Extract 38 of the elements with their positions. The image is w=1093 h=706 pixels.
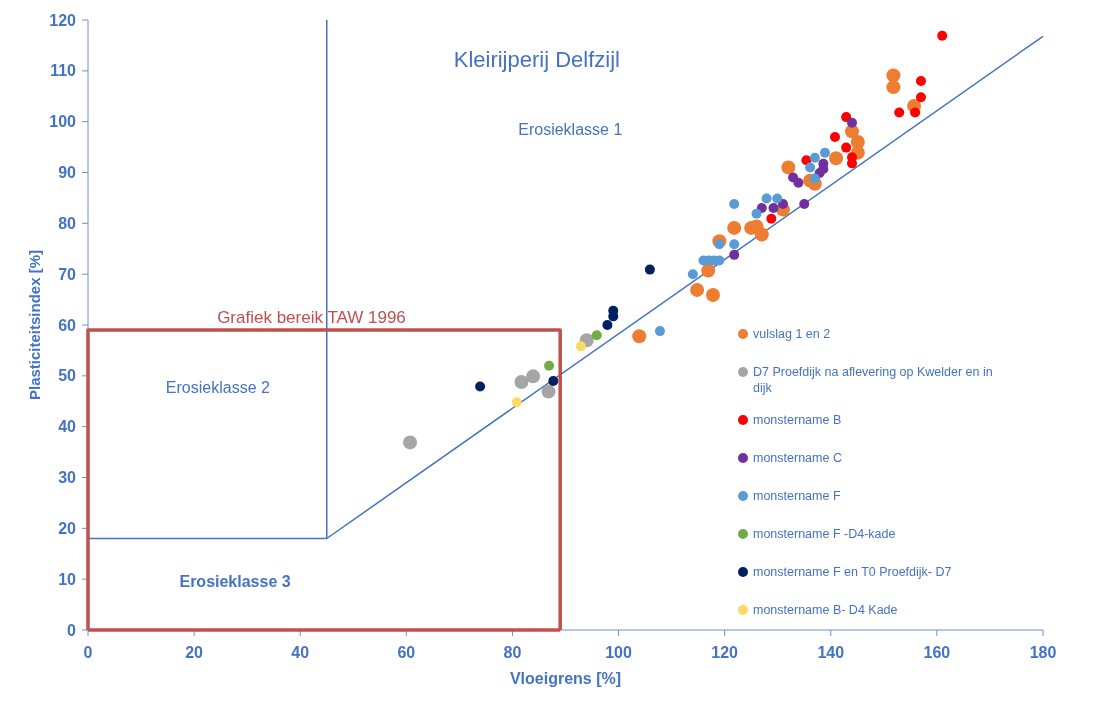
x-tick-label: 20 [185, 644, 204, 661]
y-tick-label: 10 [58, 570, 77, 588]
y-axis-title: Plasticiteitsindex [%] [26, 249, 43, 401]
x-tick-label: 140 [817, 644, 845, 661]
legend-label: monstername F -D4-kade [753, 527, 896, 542]
legend-label: D7 Proefdijk na aflevering op Kwelder en in dijk [753, 365, 993, 395]
legend-label: monstername B [753, 413, 842, 428]
annotation: Erosieklasse 1 [518, 121, 623, 139]
legend-label: vulslag 1 en 2 [753, 327, 831, 342]
x-tick-label: 120 [711, 644, 739, 661]
y-tick-label: 80 [58, 214, 77, 232]
annotation: Erosieklasse 2 [165, 379, 271, 397]
text: Kleirijperij Delfzijl [453, 47, 620, 72]
y-tick-label: 60 [58, 316, 77, 334]
y-tick-label: 0 [67, 621, 77, 639]
legend-label: monstername F [753, 489, 841, 504]
annotation: Grafiek bereik TAW 1996 [217, 307, 406, 327]
legend-label: monstername B- D4 Kade [753, 603, 898, 618]
x-tick-label: 80 [503, 644, 522, 661]
y-tick-label: 30 [58, 469, 77, 487]
y-tick-label: 110 [50, 62, 77, 80]
x-tick-label: 0 [83, 644, 93, 661]
y-tick-label: 120 [49, 11, 77, 29]
x-tick-label: 40 [291, 644, 310, 661]
legend-label: monstername F en T0 Proefdijk- D7 [753, 565, 952, 580]
x-axis-title: Vloeigrens [%] [509, 670, 622, 687]
legend-label: monstername C [753, 451, 842, 466]
y-tick-label: 100 [49, 113, 77, 131]
y-tick-label: 50 [58, 367, 77, 385]
y-tick-label: 70 [58, 265, 77, 283]
annotation: Erosieklasse 3 [179, 572, 291, 590]
y-tick-label: 20 [58, 519, 77, 537]
x-tick-label: 100 [605, 644, 632, 661]
x-tick-label: 60 [397, 644, 416, 661]
y-tick-label: 40 [58, 418, 77, 436]
x-tick-label: 160 [923, 644, 951, 661]
y-tick-label: 90 [58, 164, 77, 182]
x-tick-label: 180 [1029, 644, 1057, 661]
